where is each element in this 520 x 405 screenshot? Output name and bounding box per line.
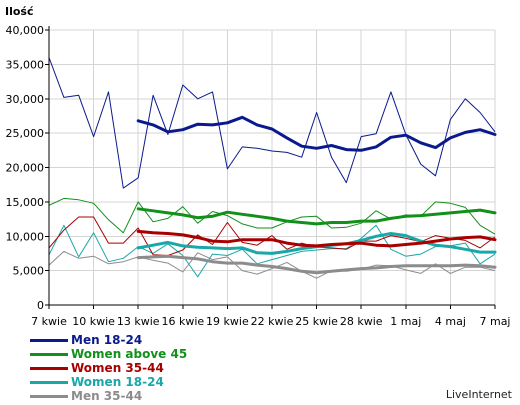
x-tick-label: 28 kwie — [340, 315, 383, 328]
y-tick-label: 0 — [37, 299, 44, 312]
legend-swatch-women-35-44 — [30, 366, 68, 370]
series-line-daily-men-18-24 — [48, 57, 496, 189]
y-tick-label: 5,000 — [13, 265, 45, 278]
footer-brand: LiveInternet — [445, 388, 512, 401]
chart-series — [48, 57, 497, 279]
x-tick-label: 25 kwie — [295, 315, 338, 328]
legend-swatch-women-above-45 — [30, 352, 68, 356]
series-line-daily-men-35-44 — [48, 250, 496, 279]
legend-label-women-above-45: Women above 45 — [71, 347, 188, 361]
legend-item-women-above-45: Women above 45 — [30, 347, 187, 361]
x-tick-label: 7 maj — [479, 315, 510, 328]
x-tick-label: 10 kwie — [72, 315, 115, 328]
series-line-average-men-18-24 — [136, 115, 497, 152]
y-tick-label: 25,000 — [6, 127, 45, 140]
series-line-daily-women-18-24 — [48, 224, 496, 278]
x-tick-label: 16 kwie — [161, 315, 204, 328]
legend-item-women-18-24: Women 18-24 — [30, 375, 187, 389]
y-tick-label: 35,000 — [6, 58, 45, 71]
chart-grid — [48, 29, 496, 306]
y-tick-label: 40,000 — [6, 24, 45, 37]
legend-label-women-35-44: Women 35-44 — [71, 361, 164, 375]
chart-axes: 0 5,000 10,000 15,000 20,000 25,000 30,000 35,0… — [6, 24, 511, 328]
legend-swatch-men-35-44 — [30, 394, 68, 398]
y-axis-label: Ilość — [5, 5, 34, 18]
y-tick-label: 20,000 — [6, 162, 45, 175]
x-tick-label: 4 maj — [435, 315, 466, 328]
y-tick-label: 15,000 — [6, 196, 45, 209]
y-tick-label: 30,000 — [6, 93, 45, 106]
legend-label-men-18-24: Men 18-24 — [71, 333, 143, 347]
series-line-average-men-35-44 — [136, 254, 497, 275]
legend-swatch-women-18-24 — [30, 380, 68, 384]
y-tick-label: 10,000 — [6, 230, 45, 243]
series-line-average-women-above-45 — [136, 207, 497, 226]
x-tick-label: 22 kwie — [251, 315, 294, 328]
x-tick-label: 19 kwie — [206, 315, 249, 328]
legend-swatch-men-18-24 — [30, 338, 68, 342]
legend-item-men-18-24: Men 18-24 — [30, 333, 187, 347]
x-tick-label: 1 maj — [390, 315, 421, 328]
line-chart: 0 5,000 10,000 15,000 20,000 25,000 30,000 35,0… — [6, 24, 511, 328]
chart-legend: Men 18-24 Women above 45 Women 35-44 Wom… — [30, 333, 187, 403]
x-tick-label: 13 kwie — [117, 315, 160, 328]
legend-label-men-35-44: Men 35-44 — [71, 389, 143, 403]
x-tick-label: 7 kwie — [31, 315, 67, 328]
legend-item-men-35-44: Men 35-44 — [30, 389, 187, 403]
series-line-average-women-35-44 — [136, 229, 497, 248]
legend-item-women-35-44: Women 35-44 — [30, 361, 187, 375]
legend-label-women-18-24: Women 18-24 — [71, 375, 164, 389]
